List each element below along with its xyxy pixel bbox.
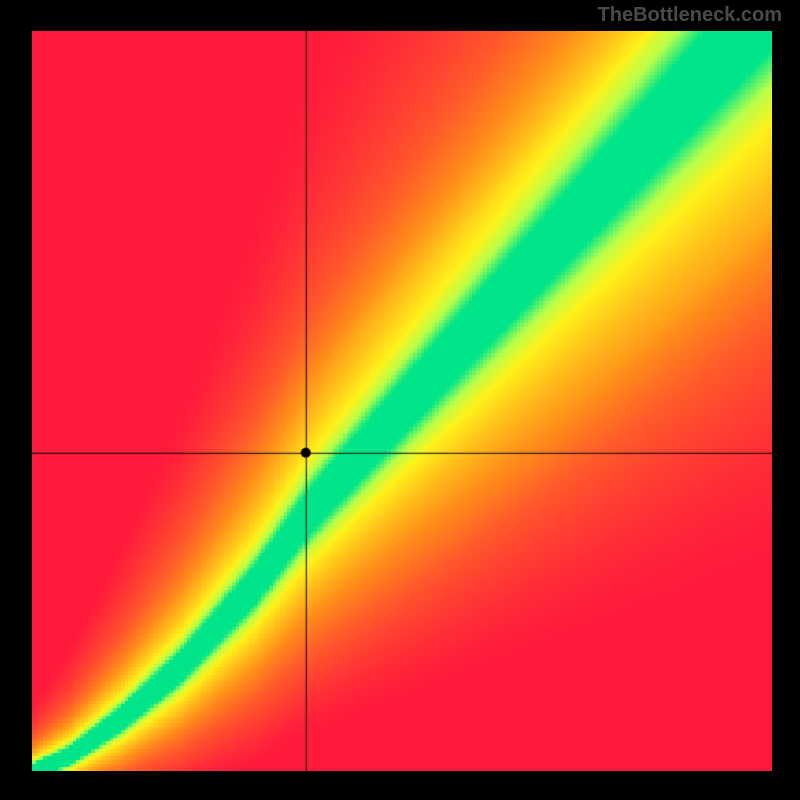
heatmap-canvas <box>32 31 772 771</box>
heatmap-plot <box>32 31 772 771</box>
chart-container: TheBottleneck.com <box>0 0 800 800</box>
attribution-text: TheBottleneck.com <box>598 4 782 27</box>
